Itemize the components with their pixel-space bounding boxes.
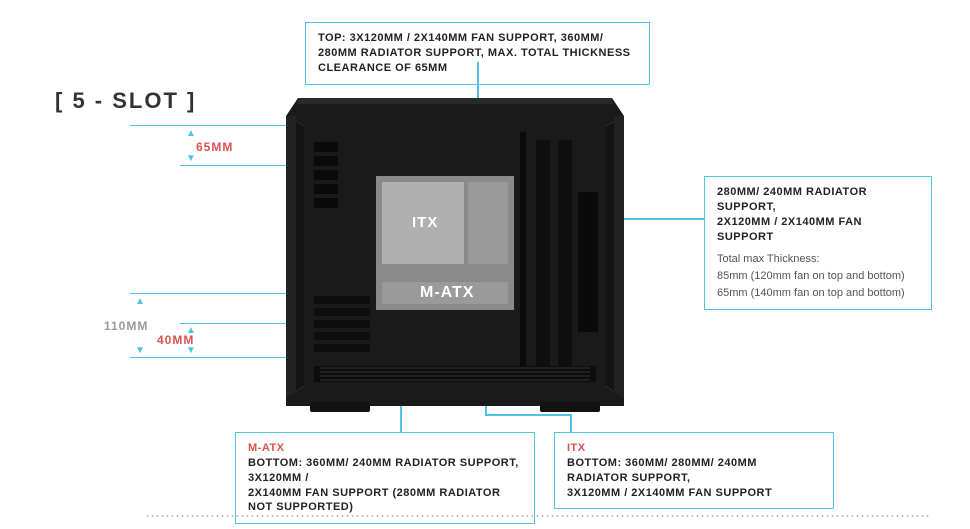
arrow-icon: ▼ (186, 154, 196, 164)
callout-right-s3: 65mm (140mm fan on top and bottom) (717, 286, 919, 301)
callout-br-l1: BOTTOM: 360MM/ 280MM/ 240MM RADIATOR SUP… (567, 456, 821, 486)
dim-40mm: 40MM (157, 333, 194, 347)
guide-4 (180, 323, 290, 324)
callout-bl-l1: BOTTOM: 360MM/ 240MM RADIATOR SUPPORT, 3… (248, 456, 522, 486)
dim-65mm: 65MM (196, 140, 233, 154)
leader-br-h (485, 414, 570, 416)
callout-right-l2: 2X120MM / 2X140MM FAN SUPPORT (717, 215, 919, 245)
arrow-icon: ▼ (186, 346, 196, 356)
dim-110mm: 110MM (104, 319, 148, 333)
callout-right: 280MM/ 240MM RADIATOR SUPPORT, 2X120MM /… (704, 176, 932, 310)
guide-1 (130, 125, 290, 126)
callout-bottom-right: ITX BOTTOM: 360MM/ 280MM/ 240MM RADIATOR… (554, 432, 834, 509)
callout-br-tag: ITX (567, 442, 586, 454)
arrow-icon: ▼ (135, 346, 145, 356)
callout-bl-tag: M-ATX (248, 442, 285, 454)
leader-br-v2 (570, 414, 572, 432)
callout-bottom-left: M-ATX BOTTOM: 360MM/ 240MM RADIATOR SUPP… (235, 432, 535, 524)
guide-3 (130, 293, 290, 294)
arrow-icon: ▲ (186, 129, 196, 139)
guide-5 (130, 357, 290, 358)
mobo-label-matx: M-ATX (420, 284, 474, 302)
slot-title: [ 5 - SLOT ] (55, 88, 196, 114)
callout-bl-l2: 2X140MM FAN SUPPORT (280MM RADIATOR NOT … (248, 486, 522, 516)
callout-right-l1: 280MM/ 240MM RADIATOR SUPPORT, (717, 185, 919, 215)
callout-br-l2: 3X120MM / 2X140MM FAN SUPPORT (567, 486, 821, 501)
callout-right-s1: Total max Thickness: (717, 252, 919, 267)
arrow-icon: ▲ (135, 297, 145, 307)
mobo-label-itx: ITX (412, 214, 438, 231)
pc-case-diagram: ITX M-ATX (280, 92, 630, 412)
divider-dots (145, 515, 930, 517)
guide-2 (180, 165, 290, 166)
callout-right-s2: 85mm (120mm fan on top and bottom) (717, 269, 919, 284)
